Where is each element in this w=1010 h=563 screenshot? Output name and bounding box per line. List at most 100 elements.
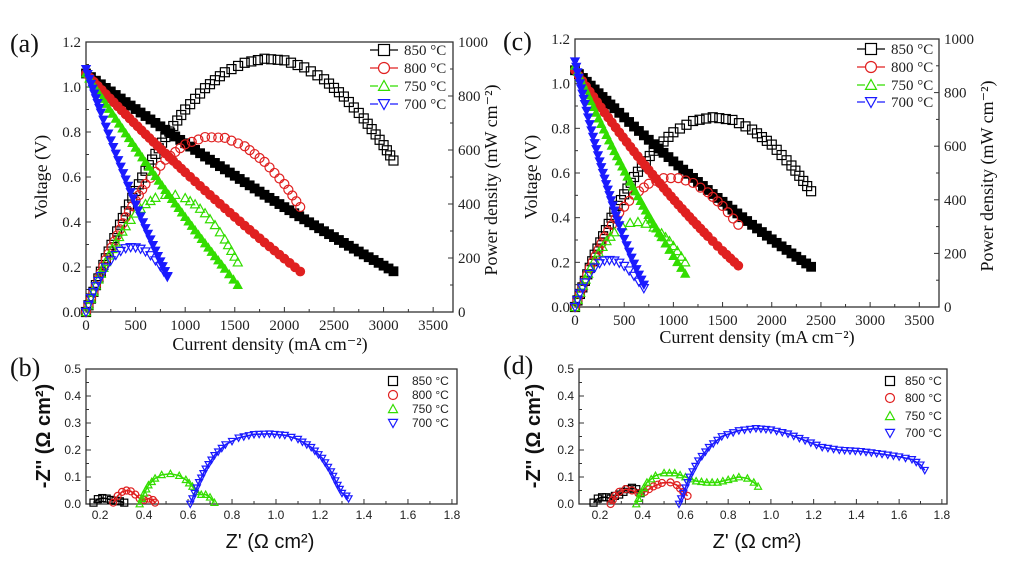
power-marker-750C xyxy=(113,231,125,242)
voltage-marker-700C xyxy=(599,174,610,184)
impedance-marker-750C xyxy=(139,488,149,497)
impedance-marker-750C xyxy=(137,493,147,502)
x-tick-label: 3000 xyxy=(855,313,885,329)
y-tick-label: 0.6 xyxy=(62,170,81,186)
voltage-marker-700C xyxy=(80,65,92,75)
impedance-marker-700C xyxy=(697,452,707,462)
voltage-marker-700C xyxy=(592,151,604,161)
y-tick-label: 0.0 xyxy=(64,497,81,511)
power-marker-700C xyxy=(95,271,107,282)
y-tick-label: 0.6 xyxy=(551,166,570,182)
y2-axis-label: Power density (mW cm⁻²) xyxy=(977,80,998,271)
data-layer xyxy=(89,430,354,509)
y-tick-label: 0.4 xyxy=(557,389,574,403)
legend-label: 800 °C xyxy=(412,388,449,402)
x-tick-label: 0.6 xyxy=(180,508,197,522)
voltage-marker-750C xyxy=(676,262,687,272)
power-marker-850C xyxy=(714,113,725,124)
power-marker-800C xyxy=(155,160,166,171)
y-axis-label: Voltage (V) xyxy=(31,135,52,219)
x-tick-label: 1.8 xyxy=(934,508,951,522)
y-tick-label: 1.2 xyxy=(551,32,570,48)
voltage-marker-700C xyxy=(587,132,599,143)
power-marker-850C xyxy=(740,121,751,132)
power-marker-750C xyxy=(232,256,244,267)
voltage-marker-700C xyxy=(85,79,97,90)
legend-marker xyxy=(884,410,896,421)
legend-label: 800 °C xyxy=(404,61,446,77)
voltage-marker-700C xyxy=(105,136,116,146)
power-marker-850C xyxy=(272,54,283,65)
y-tick-label: 0.2 xyxy=(64,443,81,457)
power-marker-800C xyxy=(651,175,662,187)
x-tick-label: 3500 xyxy=(904,313,934,329)
voltage-marker-700C xyxy=(596,163,607,173)
power-marker-850C xyxy=(687,115,699,127)
legend-label: 800 °C xyxy=(905,391,942,405)
power-marker-750C xyxy=(632,216,644,227)
power-marker-850C xyxy=(226,63,237,75)
power-marker-750C xyxy=(159,189,171,200)
power-marker-850C xyxy=(259,53,270,64)
power-marker-850C xyxy=(720,113,731,125)
x-tick-label: 500 xyxy=(613,313,636,329)
power-marker-700C xyxy=(158,267,170,278)
y2-tick-label: 800 xyxy=(944,86,967,102)
power-marker-800C xyxy=(658,172,669,184)
y-tick-label: 0.5 xyxy=(557,362,574,376)
voltage-marker-700C xyxy=(92,99,103,109)
voltage-marker-700C xyxy=(581,106,592,117)
x-axis-label: Current density (mA cm⁻²) xyxy=(659,327,854,348)
impedance-marker-700C xyxy=(708,440,718,449)
power-marker-850C xyxy=(619,189,630,200)
power-marker-850C xyxy=(388,155,399,166)
legend-marker xyxy=(884,375,896,387)
y-tick-label: 0.0 xyxy=(557,497,574,511)
voltage-marker-700C xyxy=(110,149,121,159)
power-marker-700C xyxy=(110,250,122,261)
power-marker-800C xyxy=(665,172,677,184)
impedance-marker-750C xyxy=(209,497,219,507)
impedance-marker-850C xyxy=(93,495,102,504)
power-marker-800C xyxy=(219,132,230,143)
power-marker-700C xyxy=(574,289,586,300)
impedance-marker-700C xyxy=(192,484,202,493)
voltage-marker-700C xyxy=(140,224,151,234)
impedance-marker-700C xyxy=(206,456,217,465)
legend-marker-bg xyxy=(865,61,877,73)
power-marker-850C xyxy=(292,59,303,71)
impedance-marker-700C xyxy=(700,448,710,457)
legend-marker-bg xyxy=(378,80,390,92)
power-marker-700C xyxy=(579,278,591,289)
impedance-marker-700C xyxy=(678,489,688,498)
power-marker-800C xyxy=(103,248,114,259)
impedance-marker-800C xyxy=(150,498,160,507)
power-marker-750C xyxy=(139,198,152,209)
power-marker-750C xyxy=(671,245,683,256)
power-marker-800C xyxy=(717,200,728,212)
impedance-marker-800C xyxy=(144,494,153,503)
x-axis-label: Z' (Ω cm²) xyxy=(226,531,315,553)
legend-label: 700 °C xyxy=(404,97,446,113)
x-tick-label: 0 xyxy=(571,313,579,329)
impedance-marker-700C xyxy=(317,454,327,463)
impedance-marker-700C xyxy=(712,436,723,445)
power-marker-850C xyxy=(733,118,745,129)
power-marker-800C xyxy=(680,175,691,186)
voltage-marker-700C xyxy=(628,259,640,269)
x-tick-label: 1.4 xyxy=(848,508,865,522)
impedance-marker-700C xyxy=(190,489,200,498)
x-tick-label: 2500 xyxy=(806,313,836,329)
power-marker-700C xyxy=(638,284,650,294)
voltage-marker-700C xyxy=(578,94,589,105)
y-axis-label: -Z'' (Ω cm²) xyxy=(33,384,55,488)
voltage-marker-700C xyxy=(125,188,136,198)
power-marker-800C xyxy=(619,201,630,212)
y2-tick-label: 1000 xyxy=(944,32,974,48)
x-tick-label: 3000 xyxy=(369,318,399,334)
impedance-marker-800C xyxy=(606,499,615,509)
impedance-marker-700C xyxy=(915,461,926,470)
power-marker-750C xyxy=(648,221,660,232)
